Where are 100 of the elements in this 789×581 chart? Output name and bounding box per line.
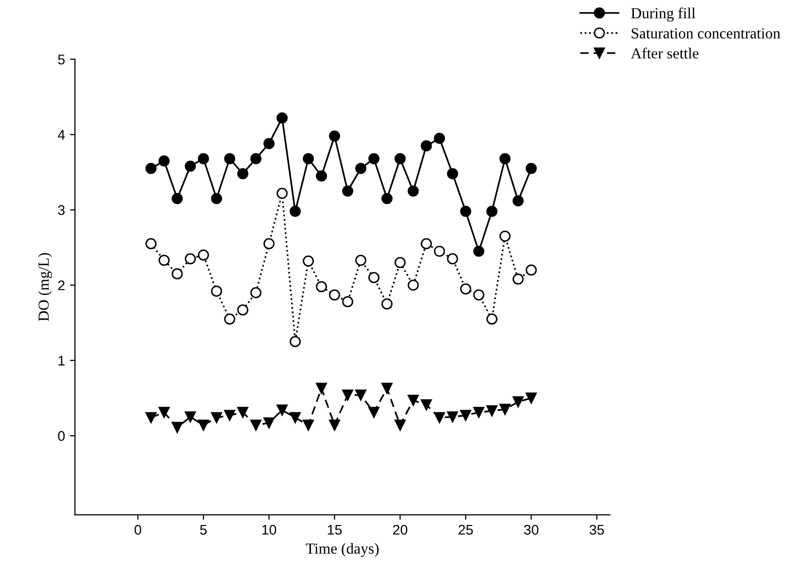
point (290, 412, 301, 424)
point (355, 254, 366, 266)
point (250, 153, 262, 164)
y-axis-title: DO (mg/L) (38, 253, 52, 322)
point (263, 417, 275, 428)
point (408, 394, 419, 406)
point (447, 168, 458, 180)
point (368, 153, 380, 164)
y-tick-label: 3 (58, 205, 65, 216)
point (355, 162, 366, 174)
point (394, 256, 406, 268)
x-tick-label: 5 (200, 525, 207, 535)
point (184, 253, 196, 264)
y-tick-label: 5 (58, 54, 65, 64)
x-tick-label: 10 (262, 524, 276, 535)
point (434, 132, 446, 144)
y-tick-label: 0 (58, 431, 65, 441)
x-tick-label: 15 (328, 525, 342, 535)
point (158, 254, 170, 266)
x-axis-title: Time (days) (306, 542, 379, 557)
y-tick-label: 2 (58, 280, 65, 290)
point (355, 390, 366, 401)
point (486, 206, 498, 217)
point (211, 192, 222, 204)
point (172, 268, 183, 280)
point (394, 153, 406, 164)
point (184, 411, 196, 422)
point (460, 283, 472, 294)
point (381, 192, 393, 204)
x-tick-label: 20 (393, 524, 408, 535)
point (381, 382, 393, 394)
x-tick-label: 25 (458, 524, 473, 535)
point (420, 238, 432, 250)
point (473, 406, 484, 418)
point (237, 168, 248, 180)
point (198, 249, 209, 261)
point (434, 412, 446, 424)
point (368, 272, 380, 284)
point (329, 420, 340, 431)
point (224, 313, 236, 325)
point (434, 246, 446, 257)
legend-label: Saturation concentration (632, 28, 780, 38)
point (512, 396, 524, 408)
point (198, 420, 209, 431)
point (512, 274, 524, 285)
point (198, 153, 209, 164)
point (460, 206, 472, 217)
point (276, 404, 288, 416)
point (420, 399, 432, 410)
point (263, 238, 275, 250)
point (447, 411, 458, 422)
point (237, 304, 248, 316)
legend-label: During fill (631, 7, 696, 22)
point (224, 153, 236, 164)
point (237, 406, 248, 418)
point (211, 412, 222, 424)
point (342, 296, 354, 308)
point (184, 160, 196, 172)
point (263, 138, 275, 150)
point (316, 382, 328, 394)
point (486, 405, 498, 416)
point (302, 153, 314, 164)
point (473, 289, 484, 300)
point (408, 185, 419, 197)
point (381, 298, 393, 310)
point (316, 281, 328, 292)
point (145, 238, 157, 250)
point (499, 404, 511, 415)
point (290, 206, 301, 217)
point (172, 422, 183, 433)
point (329, 130, 340, 142)
point (145, 412, 157, 424)
point (408, 280, 419, 291)
point (342, 185, 354, 197)
point (145, 162, 157, 174)
point (302, 420, 314, 431)
legend-label: After settle (630, 48, 698, 59)
point (316, 170, 328, 182)
point (250, 287, 262, 298)
point (290, 336, 301, 348)
point (224, 410, 236, 421)
point (473, 246, 484, 257)
point (276, 188, 288, 199)
point (329, 289, 340, 300)
point (460, 410, 472, 421)
point (172, 192, 183, 204)
point (276, 112, 288, 124)
point (158, 406, 170, 418)
x-tick-label: 0 (134, 524, 142, 535)
point (499, 230, 511, 242)
y-tick-label: 1 (58, 356, 65, 366)
y-tick-label: 4 (58, 130, 65, 140)
point (499, 153, 511, 164)
point (526, 162, 537, 174)
point (486, 313, 498, 325)
point (526, 392, 537, 404)
point (250, 420, 262, 431)
point (158, 155, 170, 166)
point (420, 140, 432, 152)
point (394, 420, 406, 431)
